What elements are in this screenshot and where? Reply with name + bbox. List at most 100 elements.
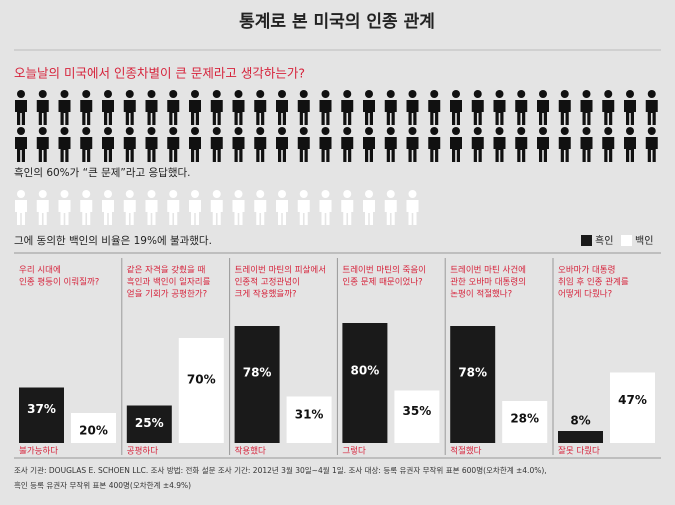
person-icon	[80, 190, 93, 225]
icon-head	[191, 190, 199, 198]
icon-body	[537, 137, 549, 162]
icon-body	[406, 200, 419, 225]
person-icon	[319, 190, 332, 225]
answer-label: 그렇다	[342, 446, 366, 457]
icon-head	[343, 127, 352, 135]
person-icon	[102, 190, 114, 225]
person-icon	[80, 90, 93, 125]
value-label: 25%	[135, 416, 164, 430]
person-icon	[123, 190, 136, 225]
icon-head	[82, 90, 91, 98]
icon-head	[234, 127, 243, 135]
icon-body	[406, 100, 419, 125]
person-icon	[602, 90, 615, 125]
value-label: 37%	[27, 402, 56, 416]
person-icon	[558, 90, 571, 125]
icon-head	[278, 127, 286, 135]
icon-body	[232, 100, 245, 125]
value-label: 70%	[187, 373, 216, 387]
person-icon	[406, 127, 419, 162]
value-label: 8%	[570, 414, 590, 428]
bar	[234, 326, 280, 443]
icon-body	[384, 137, 397, 162]
icon-head	[365, 190, 373, 198]
icon-head	[17, 190, 25, 198]
person-icon	[537, 90, 549, 125]
icon-body	[297, 200, 310, 225]
bar	[126, 405, 172, 443]
person-icon	[624, 90, 636, 125]
icon-head	[234, 190, 243, 198]
person-icon	[297, 127, 310, 162]
person-icon	[363, 127, 375, 162]
person-icon	[319, 90, 332, 125]
person-icon	[254, 90, 267, 125]
icon-head	[452, 90, 460, 98]
icon-head	[408, 190, 417, 198]
icon-body	[58, 137, 71, 162]
person-icon	[406, 90, 419, 125]
icon-body	[123, 137, 136, 162]
icon-head	[321, 90, 330, 98]
icon-body	[537, 100, 549, 125]
icon-body	[341, 200, 354, 225]
footnote: 조사 기관: DOUGLAS E. SCHOEN LLC. 조사 방법: 전화 …	[14, 465, 547, 475]
icon-head	[430, 127, 439, 135]
icon-body	[254, 137, 267, 162]
icon-head	[408, 90, 417, 98]
icon-body	[145, 137, 158, 162]
icon-body	[210, 200, 223, 225]
icon-head	[321, 190, 330, 198]
person-icon	[428, 127, 441, 162]
bar	[178, 338, 224, 443]
bar	[610, 372, 655, 443]
person-icon	[558, 127, 571, 162]
person-icon	[624, 127, 636, 162]
icon-head	[539, 127, 547, 135]
icon-head	[365, 90, 373, 98]
person-icon	[645, 90, 658, 125]
answer-label: 잘못 다뤘다	[558, 446, 600, 457]
person-icon	[254, 190, 267, 225]
person-icon	[145, 190, 158, 225]
value-label: 80%	[351, 364, 380, 378]
person-icon	[167, 127, 180, 162]
icon-body	[493, 137, 506, 162]
icon-head	[517, 127, 526, 135]
value-label: 78%	[243, 365, 272, 379]
icon-body	[428, 137, 441, 162]
icon-head	[408, 127, 417, 135]
icon-body	[558, 137, 571, 162]
icon-head	[256, 90, 265, 98]
icon-head	[560, 90, 569, 98]
icon-head	[473, 127, 482, 135]
icon-head	[582, 127, 591, 135]
icon-body	[624, 100, 636, 125]
answer-label: 작용했다	[235, 446, 266, 457]
legend-label: 백인	[635, 235, 653, 247]
icon-head	[38, 90, 47, 98]
person-icon	[515, 90, 528, 125]
person-icon	[189, 90, 201, 125]
icon-head	[147, 127, 156, 135]
icon-body	[232, 137, 245, 162]
question-text: 인종 문제 때문이었나?	[342, 277, 422, 288]
person-icon	[363, 190, 375, 225]
icon-body	[36, 200, 49, 225]
person-icon	[15, 90, 27, 125]
icon-body	[254, 100, 267, 125]
icon-body	[645, 137, 658, 162]
person-icon	[276, 127, 288, 162]
icon-head	[386, 190, 395, 198]
person-icon	[276, 90, 288, 125]
person-icon	[406, 190, 419, 225]
person-icon	[384, 127, 397, 162]
person-icon	[341, 90, 354, 125]
bar	[502, 401, 548, 443]
person-icon	[493, 127, 506, 162]
person-icon	[80, 127, 93, 162]
person-icon	[602, 127, 615, 162]
person-icon	[297, 90, 310, 125]
person-icon	[102, 90, 114, 125]
person-icon	[341, 190, 354, 225]
